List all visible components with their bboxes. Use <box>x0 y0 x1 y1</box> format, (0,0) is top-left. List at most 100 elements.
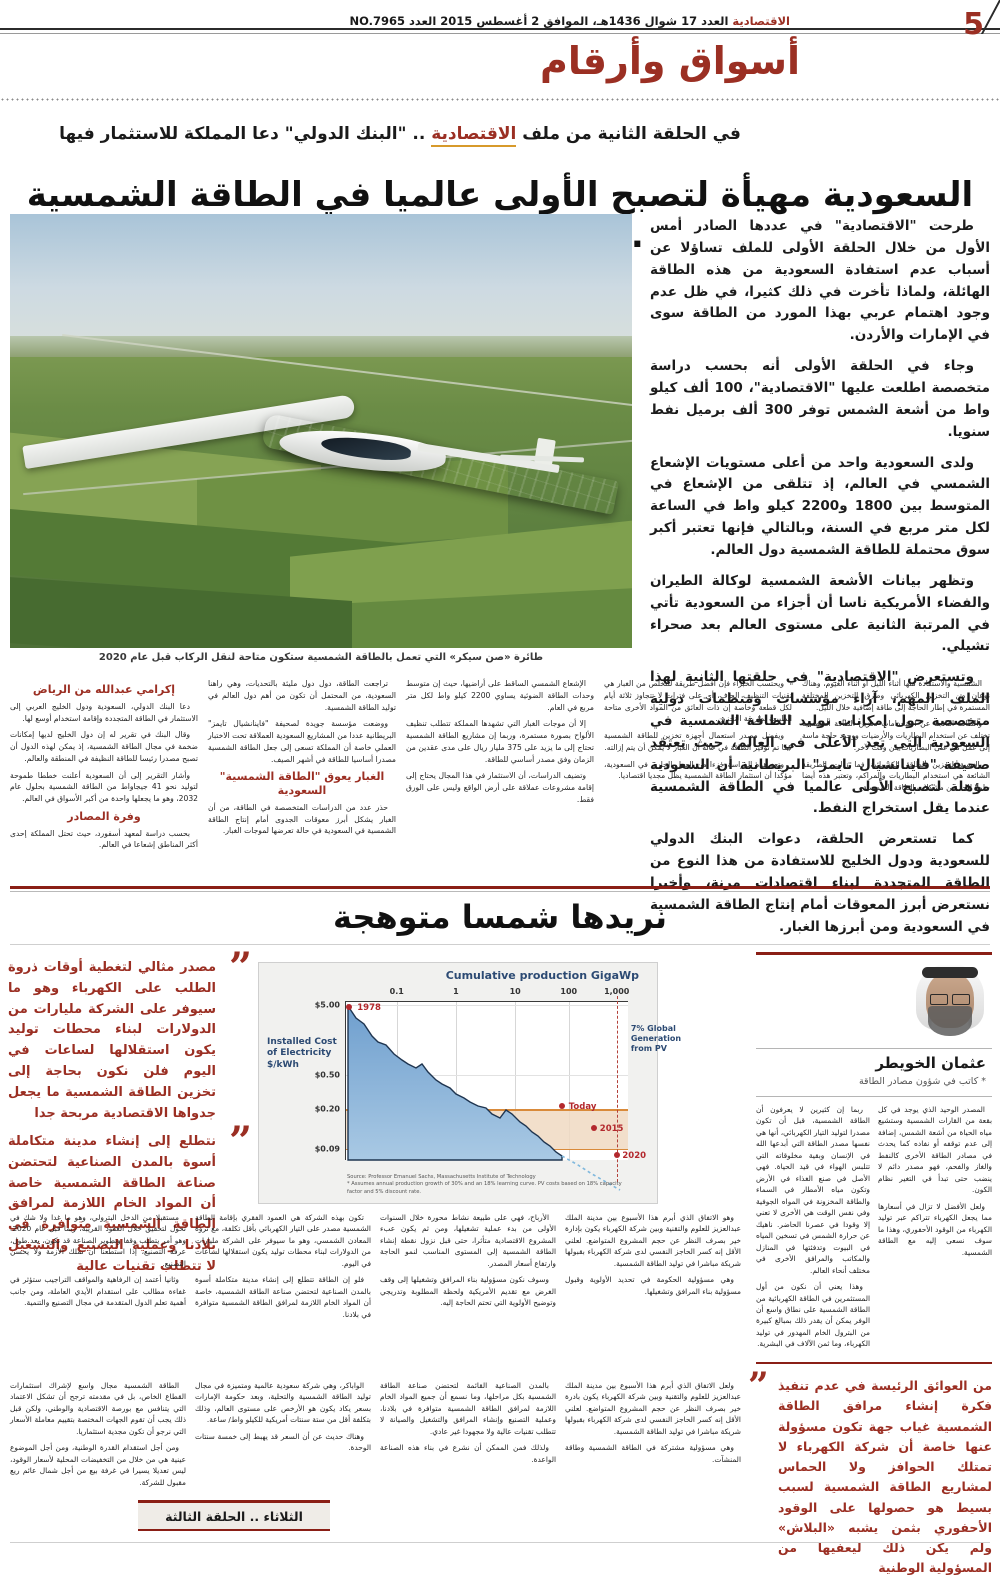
avatar-igal <box>922 967 978 978</box>
opinion-paragraph: ربما إن كثيرين لا يعرفون أن الطاقة الشمس… <box>756 1105 870 1275</box>
byline: إكرامي عبدالله من الرياض <box>32 683 176 696</box>
body-paragraph: حذر عدد من الدراسات المتخصصة في الطاقة، … <box>208 802 396 836</box>
intro-paragraph: ولدى السعودية واحد من أعلى مستويات الإشع… <box>650 454 990 559</box>
chart-y-tick: $0.09 <box>314 1144 340 1154</box>
cost-curve-projection <box>561 1155 621 1191</box>
chart-gridline <box>346 1005 628 1007</box>
body-paragraph: بالمدن الصناعية القائمة لتحتضن صناعة الط… <box>380 1381 556 1436</box>
pull-quote-1: ” مصدر مثالي لتغطية أوقات ذروة الطلب على… <box>8 948 252 1124</box>
body-paragraph: ولعل الاتفاق الذي أبرم هذا الأسبوع بين م… <box>565 1381 741 1436</box>
body-column-1: إكرامي عبدالله من الرياض دعا البنك الدول… <box>10 678 198 868</box>
body-paragraph: الطاقة الشمسية مجال واسع لإشراك استثمارا… <box>10 1381 186 1436</box>
avatar-beard <box>928 1006 972 1036</box>
photo-sky <box>10 214 632 349</box>
footer-rule <box>10 1542 990 1543</box>
cost-curve-area <box>347 1003 563 1161</box>
body-paragraph: وهي مسؤولية الحكومة في تحديد الأولوية وق… <box>565 1275 741 1296</box>
bottom-pull-quote-text: من العوائق الرئيسة في عدم تنفيذ فكرة إنش… <box>778 1378 992 1576</box>
bottom-column-3: بالمدن الصناعية القائمة لتحتضن صناعة الط… <box>380 1380 556 1530</box>
body-paragraph: وتعد هذه الدراسة جزءا من العمل الجاري في… <box>604 759 792 781</box>
body-columns: إكرامي عبدالله من الرياض دعا البنك الدول… <box>10 678 990 868</box>
opinion-paragraph: المصدر الوحيد الذي يوجد في كل بقعة من ال… <box>878 1105 992 1195</box>
page-number: 5 <box>963 7 984 42</box>
chart-y-tick: $0.50 <box>314 1070 340 1080</box>
lower-body-columns: مستقبلا من الدخل البترولي، وهو ما غدا ول… <box>10 1212 748 1412</box>
quote-mark-icon: ” <box>228 944 252 991</box>
body-paragraph: ويحتسب الخبراء فإن أفضل طريقة للتخلص من … <box>604 679 792 724</box>
body-paragraph: وأشار التقرير إلى أن السعودية أعلنت خططا… <box>10 770 198 804</box>
body-paragraph: وسوف نكون مسؤولية بناء المرافق وتشغيلها … <box>380 1275 556 1308</box>
opinion-paragraph: ولعل الأفضل لا تزال في أسعارها مما يجعل … <box>878 1201 992 1257</box>
chart-point-2015 <box>591 1125 598 1132</box>
solar-cost-chart: Cumulative production GigaWp Installed C… <box>258 962 681 1204</box>
quote-mark-icon: ” <box>748 1365 769 1407</box>
avatar <box>914 962 986 1044</box>
body-paragraph: فلو إن الطاقة تتطلع إلى إنشاء مدينة متكا… <box>195 1275 371 1319</box>
chart-title: Cumulative production GigaWp <box>445 969 639 982</box>
body-paragraph: مستقبلا من الدخل البترولي، وهو ما غدا ول… <box>10 1213 186 1268</box>
opinion-divider-2 <box>756 1096 992 1097</box>
body-paragraph: بالنسبة لتخزين الطاقة الكهربائية فما زال… <box>802 759 990 793</box>
bottom-column-1: الطاقة الشمسية مجال واسع لإشراك استثمارا… <box>10 1380 186 1530</box>
chart-plot-area: 0.1 1 10 100 1,000 $5.00 $0.50 $0.20 $0.… <box>315 987 681 1191</box>
section2-rule <box>10 886 990 889</box>
opinion-author-name: عثمان الخويطر <box>875 1054 986 1072</box>
kicker-before: في الحلقة الثانية من ملف <box>516 124 741 144</box>
body-paragraph: ووضعت مؤسسة جويدة لصحيفة "فاينانشيال تاي… <box>208 719 396 764</box>
body-paragraph: الشمسية والاستفادة منها أثناء الليل أو أ… <box>802 679 990 712</box>
chart-point-1978 <box>345 1003 352 1010</box>
body-paragraph: وتضيف الدراسات، أن الاستثمار في هذا المج… <box>406 771 594 804</box>
lower-column-4: وهو الاتفاق الذي أبرم هذا الأسبوع بين مد… <box>565 1212 741 1412</box>
masthead-rule <box>0 28 1000 30</box>
chart-2020-marker-line <box>616 996 618 1182</box>
opinion-body: ربما إن كثيرين لا يعرفون أن الطاقة الشمس… <box>756 1104 992 1354</box>
chart-gridline <box>568 1002 570 1160</box>
opinion-paragraph: وهذا يعني أن نكون من أول المستثمرين في ا… <box>756 1282 870 1349</box>
chart-series-area <box>347 1003 621 1191</box>
pull-quote-2: ” نتطلع إلى إنشاء مدينة متكاملة أسوة بال… <box>8 1122 252 1278</box>
kicker-brand: الاقتصادية <box>431 124 517 147</box>
intro-paragraph: وتستعرض "الاقتصادية" في حلقتها الثانية ل… <box>650 669 990 817</box>
body-paragraph: والطاقة الناتجة عن استخدامات تخزين الطاق… <box>802 719 990 752</box>
masthead: الاقتصادية العدد 17 شوال 1436هـ، الموافق… <box>0 0 1000 104</box>
avatar-glasses-icon <box>930 994 970 1005</box>
solar-plane <box>22 370 620 561</box>
chart-x-tick: 10 <box>509 987 521 996</box>
masthead-rule-thin <box>0 33 1000 34</box>
chart-gridline <box>455 1002 457 1160</box>
hero-photo <box>10 214 632 648</box>
chart-pv-generation-note: 7% Global Generation from PV <box>630 1024 682 1054</box>
bottom-column-4: ولعل الاتفاق الذي أبرم هذا الأسبوع بين م… <box>565 1380 741 1530</box>
bottom-quote-rule <box>756 1362 992 1364</box>
chart-y-tick: $5.00 <box>314 1000 340 1010</box>
masthead-dotted-rule <box>0 98 1000 101</box>
body-paragraph: وهناك حديث عن أن السعر قد يهبط إلى خمسة … <box>195 1431 371 1453</box>
bottom-pull-quote: ” من العوائق الرئيسة في عدم تنفيذ فكرة إ… <box>748 1365 992 1579</box>
body-paragraph: وهو الاتفاق الذي أبرم هذا الأسبوع بين مد… <box>565 1213 741 1268</box>
body-paragraph: وهي مسؤولية مشتركة في الطاقة الشمسية وطا… <box>565 1443 741 1464</box>
chart-footnote: * Assumes annual production growth of 30… <box>347 1181 622 1196</box>
opinion-rule <box>756 952 992 955</box>
chart-label-2015: 2015 <box>599 1123 624 1134</box>
dateline-brand: الاقتصادية <box>732 14 790 28</box>
chart-gridline <box>515 1002 517 1160</box>
photo-caption: طائرة «صن سيكر» التي تعمل بالطاقة الشمسي… <box>98 652 544 663</box>
opinion-author-role: * كاتب في شؤون مصادر الطاقة <box>858 1076 986 1087</box>
opinion-column-2: المصدر الوحيد الذي يوجد في كل بقعة من ال… <box>878 1104 992 1354</box>
chart-point-today <box>558 1103 565 1110</box>
body-paragraph: الأرباح، فهي على طبيعة نشاط محورة خلال ا… <box>380 1213 556 1268</box>
pull-quote-text: نتطلع إلى إنشاء مدينة متكاملة أسوة بالمد… <box>8 1134 216 1274</box>
next-episode-badge: الثلاثاء .. الحلقة الثالثة <box>138 1500 330 1531</box>
body-paragraph: تكون بهذه الشركة هي العمود الفقري بإقامة… <box>195 1213 371 1268</box>
chart-label-2020: 2020 <box>622 1150 647 1161</box>
lower-column-1: مستقبلا من الدخل البترولي، وهو ما غدا ول… <box>10 1212 186 1412</box>
chart-y-axis-label: Installed Cost of Electricity $/kWh <box>267 1037 337 1070</box>
subheading: وفرة المصادر <box>67 809 141 823</box>
body-column-2: تراجعت الطاقة، دول دول مليئة بالتحديات، … <box>208 678 396 868</box>
body-paragraph: إلا أن موجات الغبار التي تشهدها المملكة … <box>406 719 594 764</box>
chart-x-tick: 1 <box>453 987 459 996</box>
chart-label-1978: 1978 <box>357 1002 381 1013</box>
dateline: الاقتصادية العدد 17 شوال 1436هـ، الموافق… <box>349 14 790 28</box>
next-episode-label: الثلاثاء .. الحلقة الثالثة <box>165 1508 303 1524</box>
opinion-column-1: ربما إن كثيرين لا يعرفون أن الطاقة الشمس… <box>756 1104 870 1354</box>
